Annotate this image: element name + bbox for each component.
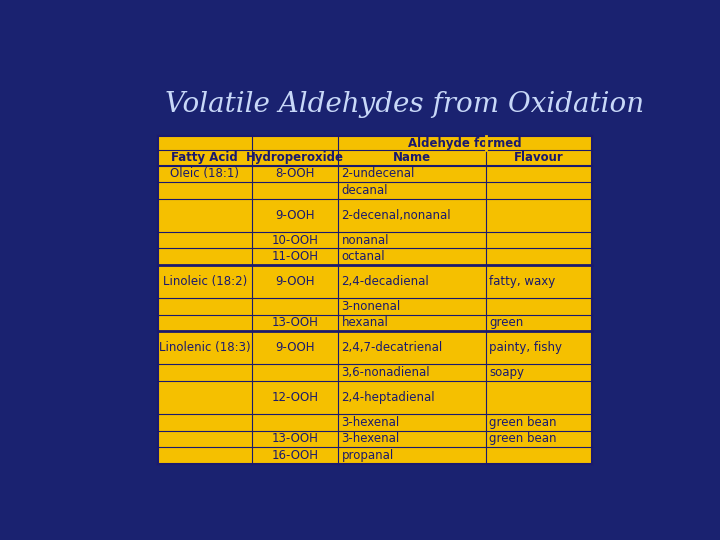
Text: Volatile Aldehydes from Oxidation: Volatile Aldehydes from Oxidation (166, 91, 644, 118)
Text: 3-nonenal: 3-nonenal (341, 300, 400, 313)
Text: hexanal: hexanal (341, 316, 388, 329)
Text: Oleic (18:1): Oleic (18:1) (171, 167, 239, 180)
Text: green: green (489, 316, 523, 329)
Text: propanal: propanal (341, 449, 394, 462)
Text: painty, fishy: painty, fishy (489, 341, 562, 354)
Text: 3,6-nonadienal: 3,6-nonadienal (341, 366, 430, 379)
Text: 12-OOH: 12-OOH (271, 391, 318, 404)
Text: 13-OOH: 13-OOH (271, 316, 318, 329)
Text: fatty, waxy: fatty, waxy (489, 275, 555, 288)
Bar (158, 137, 593, 464)
Text: Fatty Acid: Fatty Acid (171, 151, 238, 165)
Text: 3-hexenal: 3-hexenal (341, 433, 400, 446)
Text: nonanal: nonanal (341, 234, 389, 247)
Text: green bean: green bean (489, 416, 557, 429)
Text: Linolenic (18:3): Linolenic (18:3) (159, 341, 251, 354)
Text: 11-OOH: 11-OOH (271, 250, 318, 263)
Text: 9-OOH: 9-OOH (275, 341, 315, 354)
Text: 3-hexenal: 3-hexenal (341, 416, 400, 429)
Text: 2-undecenal: 2-undecenal (341, 167, 415, 180)
Text: 2,4-decadienal: 2,4-decadienal (341, 275, 429, 288)
Text: 16-OOH: 16-OOH (271, 449, 318, 462)
Text: 2,4-heptadienal: 2,4-heptadienal (341, 391, 435, 404)
Text: 13-OOH: 13-OOH (271, 433, 318, 446)
Text: green bean: green bean (489, 433, 557, 446)
Text: 2-decenal,nonanal: 2-decenal,nonanal (341, 209, 451, 222)
Text: Linoleic (18:2): Linoleic (18:2) (163, 275, 247, 288)
Text: decanal: decanal (341, 184, 388, 197)
Text: 10-OOH: 10-OOH (271, 234, 318, 247)
Text: Aldehyde formed: Aldehyde formed (408, 137, 522, 150)
Text: soapy: soapy (489, 366, 524, 379)
Text: 8-OOH: 8-OOH (275, 167, 315, 180)
Text: octanal: octanal (341, 250, 385, 263)
Text: Name: Name (393, 151, 431, 165)
Text: 9-OOH: 9-OOH (275, 209, 315, 222)
Text: Flavour: Flavour (514, 151, 564, 165)
Text: 2,4,7-decatrienal: 2,4,7-decatrienal (341, 341, 443, 354)
Text: 9-OOH: 9-OOH (275, 275, 315, 288)
Text: Hydroperoxide: Hydroperoxide (246, 151, 344, 165)
